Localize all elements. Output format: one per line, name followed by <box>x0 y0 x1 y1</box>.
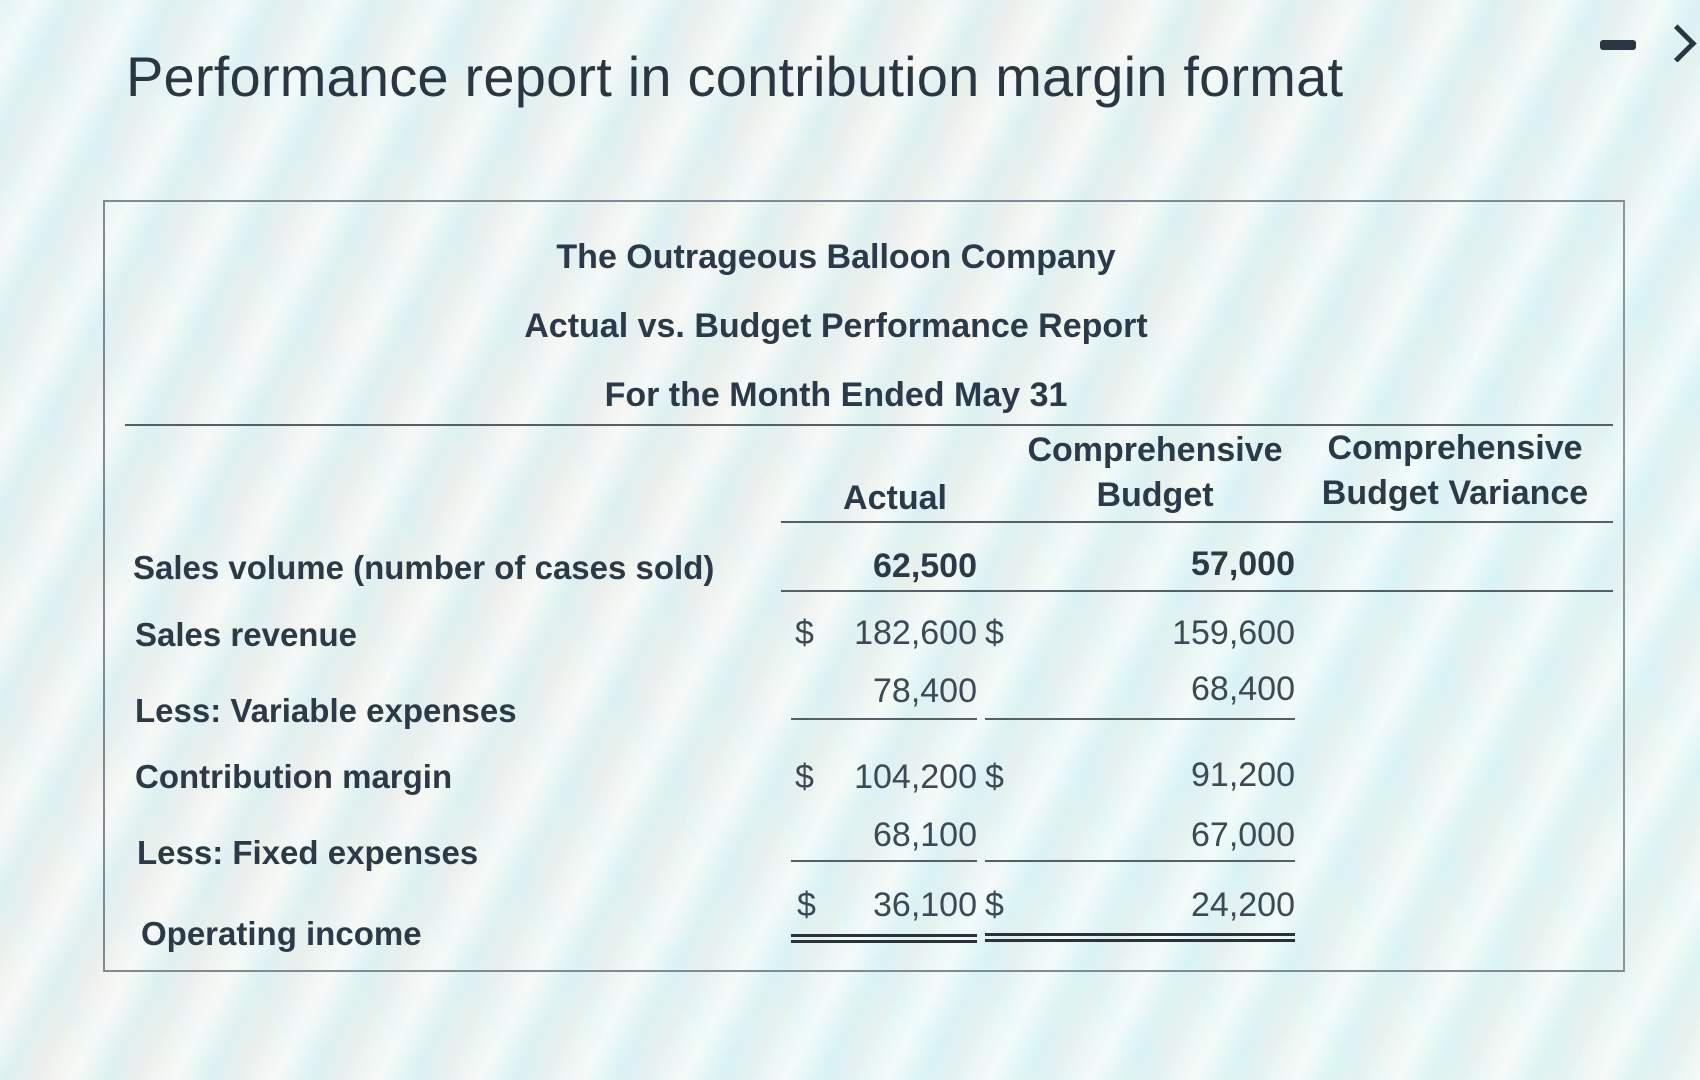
budget-sales-volume: 57,000 <box>1191 545 1295 583</box>
actual-fixed-expenses: 68,100 <box>873 816 977 854</box>
actual-contribution-margin-dollar: $ <box>795 758 814 796</box>
sales-volume-divider <box>781 590 1613 592</box>
operating-income-double-underline-actual <box>791 934 977 943</box>
variable-expenses-underline-actual <box>791 718 977 720</box>
row-label-sales-volume: Sales volume (number of cases sold) <box>133 549 715 586</box>
performance-report: The Outrageous Balloon Company Actual vs… <box>103 200 1625 972</box>
header-divider <box>125 424 1613 426</box>
column-header-divider <box>781 521 1613 523</box>
row-label-variable-expenses: Less: Variable expenses <box>135 692 517 729</box>
budget-fixed-expenses: 67,000 <box>1191 816 1295 854</box>
column-header-actual: Actual <box>843 479 947 517</box>
actual-sales-volume: 62,500 <box>873 547 977 585</box>
page-title: Performance report in contribution margi… <box>126 45 1344 108</box>
column-header-budget: Comprehensive Budget <box>1027 431 1283 514</box>
row-label-operating-income: Operating income <box>141 915 422 952</box>
row-label-contribution-margin: Contribution margin <box>135 758 453 795</box>
budget-sales-revenue: 159,600 <box>1172 614 1295 652</box>
budget-variable-expenses: 68,400 <box>1191 670 1295 708</box>
row-label-sales-revenue: Sales revenue <box>135 616 357 653</box>
company-name: The Outrageous Balloon Company <box>556 238 1116 276</box>
actual-operating-income: 36,100 <box>873 886 977 924</box>
actual-variable-expenses: 78,400 <box>873 672 977 710</box>
chevron-right-icon[interactable] <box>1670 22 1700 62</box>
variable-expenses-underline-budget <box>985 718 1295 720</box>
row-label-fixed-expenses: Less: Fixed expenses <box>137 834 479 871</box>
actual-operating-income-dollar: $ <box>797 886 816 924</box>
column-header-variance: Comprehensive Budget Variance <box>1321 429 1589 512</box>
actual-sales-revenue: 182,600 <box>854 614 977 652</box>
report-period: For the Month Ended May 31 <box>604 376 1068 414</box>
budget-contribution-margin: 91,200 <box>1191 756 1295 794</box>
operating-income-double-underline-budget <box>985 933 1295 942</box>
fixed-expenses-underline-budget <box>985 860 1295 862</box>
actual-contribution-margin: 104,200 <box>854 758 977 796</box>
budget-operating-income-dollar: $ <box>985 886 1004 924</box>
budget-sales-revenue-dollar: $ <box>985 614 1004 652</box>
budget-operating-income: 24,200 <box>1191 886 1295 924</box>
budget-contribution-margin-dollar: $ <box>985 758 1004 796</box>
report-name: Actual vs. Budget Performance Report <box>524 307 1148 345</box>
actual-sales-revenue-dollar: $ <box>795 614 814 652</box>
minimize-icon[interactable] <box>1600 40 1636 50</box>
fixed-expenses-underline-actual <box>791 860 977 862</box>
window-controls <box>1600 22 1700 62</box>
